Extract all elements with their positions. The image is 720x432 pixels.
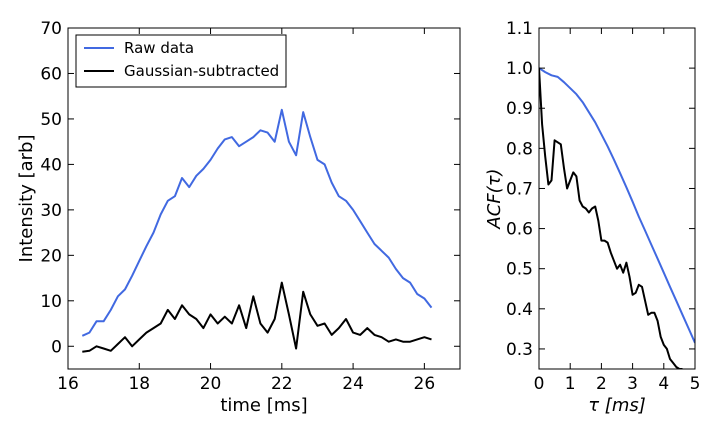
intensity-y-tick-label: 30: [40, 201, 62, 221]
acf-axes-frame: [538, 27, 696, 370]
intensity-panel: 16 18 20 22 24 26 0 10 20 30 40 50 60 70 time [ms] In…: [16, 19, 461, 416]
intensity-y-tick-label: 60: [40, 64, 62, 84]
acf-y-tick-label: 0.7: [506, 179, 533, 199]
legend-label-raw-data: Raw data: [124, 39, 194, 57]
intensity-x-tick-label: 16: [57, 374, 79, 394]
intensity-x-tick-label: 18: [128, 374, 150, 394]
acf-panel: 0 1 2 3 4 5 0.3 0.4 0.5 0.6 0.7 0.8 0.9 1.0 1.1 τ [ms]…: [484, 19, 700, 416]
acf-series-line-1: [539, 68, 683, 369]
intensity-y-tick-label: 10: [40, 292, 62, 312]
intensity-series-line-0: [81, 108, 433, 337]
acf-x-tick-label: 3: [627, 374, 638, 394]
acf-series-group: [539, 67, 695, 369]
intensity-series-line-1: [82, 281, 432, 353]
acf-x-tick-label: 0: [534, 374, 545, 394]
intensity-y-axis-label: Intensity [arb]: [16, 135, 37, 263]
acf-y-tick-label: 0.3: [506, 340, 533, 360]
intensity-series-group: [81, 108, 433, 353]
intensity-x-tick-label: 22: [271, 374, 293, 394]
legend: Raw data Gaussian-subtracted: [75, 34, 287, 88]
acf-x-tick-label: 2: [596, 374, 607, 394]
intensity-y-tick-label: 40: [40, 155, 62, 175]
acf-series-line-0: [539, 67, 695, 344]
acf-y-tick-label: 0.4: [506, 300, 533, 320]
intensity-axes-frame: [67, 27, 461, 370]
intensity-y-tick-label: 0: [51, 337, 62, 357]
acf-y-tick-label: 0.8: [506, 139, 533, 159]
intensity-x-tick-label: 24: [342, 374, 364, 394]
acf-y-tick-label: 0.6: [506, 220, 533, 240]
legend-box: [75, 34, 287, 88]
acf-x-axis-label: τ [ms]: [588, 395, 646, 416]
acf-y-tick-label: 0.5: [506, 260, 533, 280]
legend-label-gaussian-subtracted: Gaussian-subtracted: [124, 62, 279, 80]
intensity-y-tick-label: 50: [40, 110, 62, 130]
intensity-y-tick-label: 20: [40, 246, 62, 266]
intensity-x-tick-label: 26: [414, 374, 436, 394]
intensity-ticks-group: 16 18 20 22 24 26 0 10 20 30 40 50 60 70: [40, 19, 460, 394]
acf-y-axis-label: ACF(τ): [484, 168, 505, 229]
acf-ticks-group: 0 1 2 3 4 5 0.3 0.4 0.5 0.6 0.7 0.8 0.9 1.0 1.1: [506, 19, 700, 394]
acf-x-tick-label: 5: [690, 374, 701, 394]
intensity-y-tick-label: 70: [40, 19, 62, 39]
acf-y-tick-label: 1.0: [506, 59, 533, 79]
intensity-x-axis-label: time [ms]: [220, 395, 307, 416]
intensity-x-tick-label: 20: [200, 374, 222, 394]
acf-x-tick-label: 1: [565, 374, 576, 394]
acf-x-tick-label: 4: [658, 374, 669, 394]
acf-y-tick-label: 1.1: [506, 19, 533, 39]
acf-y-tick-label: 0.9: [506, 99, 533, 119]
